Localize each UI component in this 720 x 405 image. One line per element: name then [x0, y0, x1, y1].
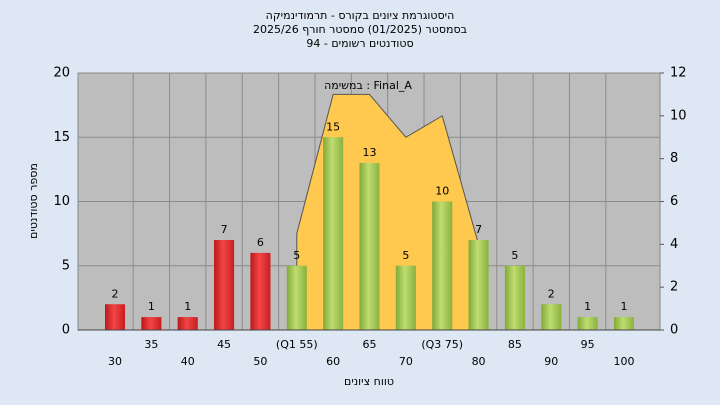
y-tick-label: 20 — [53, 66, 70, 81]
bar-shade — [214, 240, 235, 330]
x-tick-label: 100 — [614, 355, 635, 368]
bar-shade — [577, 317, 598, 330]
data-label: 2 — [548, 287, 555, 300]
bar-shade — [177, 317, 198, 330]
data-label: 10 — [435, 185, 449, 198]
data-label: 5 — [511, 249, 518, 262]
data-label: 1 — [584, 300, 591, 313]
x-tick-label: 60 — [326, 355, 340, 368]
data-label: 1 — [184, 300, 191, 313]
x-tick-label: 40 — [181, 355, 195, 368]
y-tick-label: 5 — [62, 258, 70, 273]
data-label: 7 — [221, 223, 228, 236]
data-label: 6 — [257, 236, 264, 249]
x-tick-label: 65 — [363, 338, 377, 351]
x-tick-label: 45 — [217, 338, 231, 351]
data-label: 15 — [326, 120, 340, 133]
chart-subtitle: בסמסטר (01/2025) סמסטר חורף 2025/26 — [253, 23, 467, 36]
y2-tick-label: 6 — [670, 194, 678, 209]
x-tick-label: 70 — [399, 355, 413, 368]
data-label: 13 — [363, 146, 377, 159]
chart-subtitle: 94 - סטודנטים רשומים — [306, 37, 413, 50]
y2-tick-label: 12 — [670, 66, 687, 81]
bar-shade — [541, 304, 562, 330]
x-tick-label: 90 — [544, 355, 558, 368]
bar-shade — [395, 265, 416, 330]
data-label: 5 — [402, 249, 409, 262]
x-tick-label: (Q3 75) — [421, 338, 463, 351]
bar-shade — [323, 137, 344, 330]
bar-shade — [468, 240, 489, 330]
bar-shade — [432, 201, 453, 330]
x-tick-label: (Q1 55) — [276, 338, 318, 351]
data-label: 2 — [112, 287, 119, 300]
x-tick-label: 30 — [108, 355, 122, 368]
x-tick-label: 80 — [472, 355, 486, 368]
bar-shade — [286, 265, 307, 330]
bar-shade — [359, 162, 380, 330]
bar-shade — [504, 265, 525, 330]
bar-shade — [250, 252, 271, 330]
chart-title: היסטוגרמת ציונים בקורס - תרמודינמיקה — [266, 9, 455, 22]
x-axis-label: טווח ציונים — [344, 375, 394, 388]
bar-shade — [614, 317, 634, 330]
x-tick-label: 50 — [253, 355, 267, 368]
y2-tick-label: 4 — [670, 237, 678, 252]
data-label: 1 — [621, 300, 628, 313]
data-label: 1 — [148, 300, 155, 313]
y2-tick-label: 10 — [670, 108, 687, 123]
y2-tick-label: 0 — [670, 323, 678, 338]
bar-shade — [105, 304, 125, 330]
x-tick-label: 35 — [144, 338, 158, 351]
x-tick-label: 95 — [581, 338, 595, 351]
x-tick-label: 85 — [508, 338, 522, 351]
y2-tick-label: 2 — [670, 280, 678, 295]
y2-tick-label: 8 — [670, 151, 678, 166]
data-label: 5 — [293, 249, 300, 262]
y-axis-label: מספר סטודנטים — [27, 163, 40, 239]
data-label: 7 — [475, 223, 482, 236]
bar-shade — [141, 317, 162, 330]
y-tick-label: 0 — [62, 323, 70, 338]
legend-label: במשימה : Final_A — [324, 79, 412, 92]
y-tick-label: 15 — [53, 130, 70, 145]
y-tick-label: 10 — [53, 194, 70, 209]
